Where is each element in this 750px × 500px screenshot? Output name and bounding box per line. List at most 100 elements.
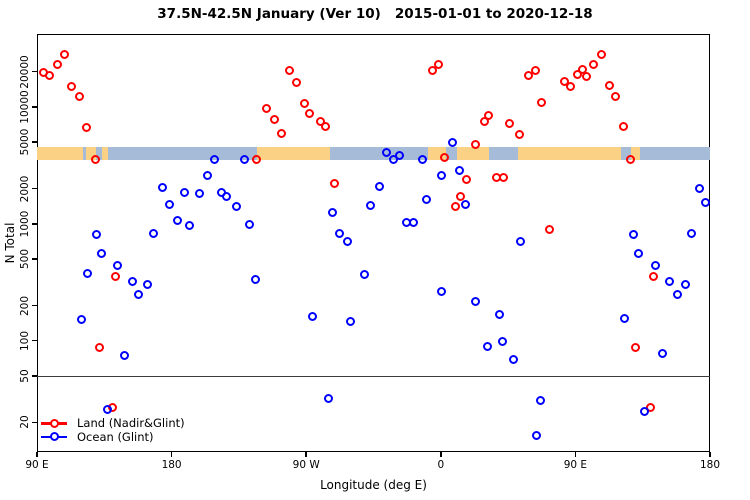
data-point-ocean (634, 249, 644, 259)
data-point-ocean (113, 261, 123, 271)
data-point-ocean (149, 228, 159, 238)
y-tick-label: 50 (19, 369, 31, 383)
data-point-land (59, 50, 69, 60)
y-tick-label: 100 (19, 330, 31, 351)
y-tick-label: 20 (19, 415, 31, 430)
y-tick (32, 106, 37, 108)
band-segment-land (256, 147, 330, 160)
data-point-land (483, 111, 493, 121)
legend-item: Ocean (Glint) (41, 430, 241, 444)
data-point-land (82, 122, 92, 132)
x-tick (440, 452, 442, 457)
x-tick-label: 90 E (25, 459, 49, 471)
data-point-land (67, 82, 77, 92)
band-segment-ocean (621, 147, 632, 160)
y-tick (32, 70, 37, 73)
data-point-land (498, 172, 508, 182)
data-point-land (604, 81, 614, 91)
data-point-ocean (509, 355, 519, 365)
band-segment-ocean (108, 147, 257, 160)
data-point-land (462, 175, 472, 185)
y-tick (32, 304, 37, 307)
data-point-ocean (532, 430, 542, 440)
data-point-ocean (245, 220, 255, 230)
data-point-ocean (448, 137, 458, 147)
band-segment-land (456, 147, 489, 160)
data-point-ocean (454, 165, 464, 175)
y-tick (32, 375, 37, 377)
data-point-ocean (82, 269, 92, 279)
data-point-ocean (209, 154, 219, 164)
y-tick-label: 2000 (19, 175, 31, 202)
y-tick (32, 223, 37, 225)
data-point-land (626, 155, 636, 165)
x-tick (36, 452, 38, 457)
x-tick (574, 452, 577, 457)
data-point-ocean (374, 181, 384, 191)
data-point-ocean (334, 229, 344, 239)
data-point-land (648, 271, 658, 281)
data-point-ocean (408, 218, 418, 228)
data-point-land (597, 50, 607, 60)
data-point-ocean (164, 200, 174, 210)
data-point-land (515, 129, 525, 139)
data-point-ocean (92, 230, 102, 240)
y-tick (32, 339, 37, 342)
data-point-ocean (324, 394, 334, 404)
data-point-ocean (498, 336, 508, 346)
data-point-ocean (127, 276, 137, 286)
data-point-land (530, 65, 540, 75)
x-axis-title: Longitude (deg E) (320, 478, 427, 492)
legend-item: Land (Nadir&Glint) (41, 416, 241, 430)
band-segment-ocean (83, 147, 87, 160)
data-point-land (44, 71, 54, 81)
data-point-ocean (179, 187, 189, 197)
x-tick-label: 180 (699, 459, 721, 471)
data-point-ocean (103, 404, 113, 414)
data-point-land (505, 118, 515, 128)
data-point-land (329, 178, 339, 188)
data-point-ocean (328, 207, 338, 217)
data-point-ocean (222, 192, 232, 202)
data-point-land (631, 343, 641, 353)
data-point-land (53, 60, 63, 70)
data-point-land (111, 271, 121, 281)
x-tick (305, 452, 307, 457)
data-point-ocean (515, 237, 525, 247)
data-point-land (439, 153, 449, 163)
data-point-ocean (158, 182, 168, 192)
data-point-land (262, 104, 272, 114)
band-segment-ocean (329, 147, 428, 160)
data-point-ocean (422, 195, 432, 205)
gridline-50 (37, 375, 710, 378)
y-tick (32, 187, 37, 190)
data-point-ocean (342, 237, 352, 247)
band-segment-land (102, 147, 109, 160)
data-point-ocean (240, 154, 250, 164)
data-point-land (450, 201, 460, 211)
band-segment-ocean (446, 147, 457, 160)
x-tick-label: 90 W (292, 459, 320, 471)
y-tick-label: 200 (19, 295, 31, 316)
data-point-ocean (359, 270, 369, 280)
data-point-ocean (536, 395, 546, 405)
data-point-ocean (460, 200, 470, 210)
y-axis-title: N Total (3, 222, 17, 264)
data-point-ocean (217, 187, 227, 197)
data-point-ocean (680, 279, 690, 289)
data-point-ocean (366, 201, 376, 211)
data-point-ocean (700, 198, 710, 208)
data-point-land (291, 77, 301, 87)
data-point-ocean (651, 261, 661, 271)
data-point-ocean (96, 248, 106, 258)
data-point-ocean (483, 341, 493, 351)
legend-label: Ocean (Glint) (77, 429, 154, 444)
band-segment-ocean (640, 147, 710, 160)
data-point-ocean (418, 155, 428, 165)
y-tick-label: 500 (19, 248, 31, 269)
data-point-land (566, 81, 576, 91)
data-point-ocean (437, 287, 447, 297)
data-point-land (269, 115, 279, 124)
data-point-land (277, 129, 287, 139)
